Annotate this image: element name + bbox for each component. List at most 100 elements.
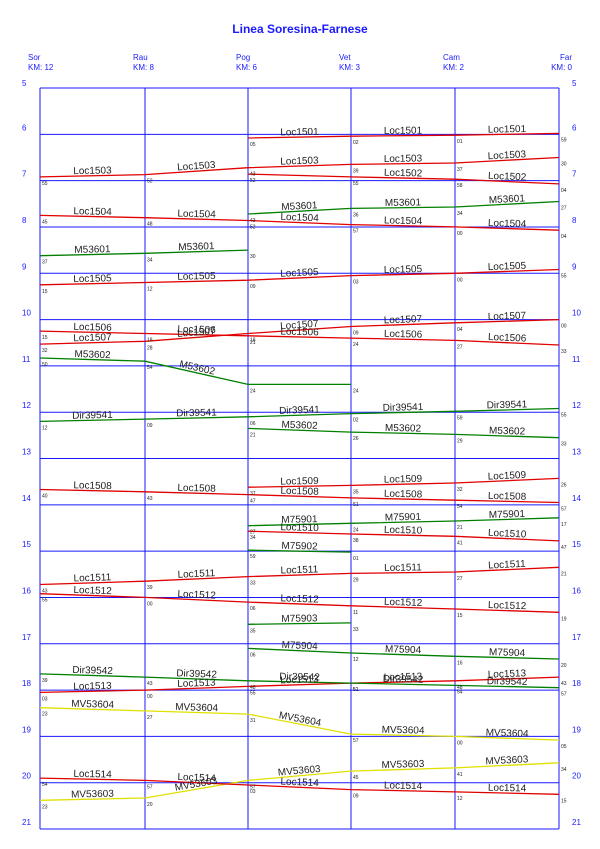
train-label: Loc1513 — [384, 672, 423, 684]
minute-mark: 32 — [457, 487, 463, 493]
train-line-loc1505 — [39, 268, 560, 286]
minute-mark: 00 — [147, 601, 153, 607]
minute-mark: 09 — [147, 423, 153, 429]
train-label: Loc1505 — [488, 261, 527, 273]
train-label: Loc1502 — [488, 171, 527, 184]
minute-mark: 35 — [250, 628, 256, 634]
train-label: Loc1514 — [384, 780, 423, 792]
minute-mark: 29 — [457, 438, 463, 444]
train-label: M53601 — [385, 197, 422, 208]
minute-mark: 21 — [561, 571, 567, 577]
train-label: MV53603 — [381, 759, 425, 771]
minute-mark: 34 — [561, 767, 567, 773]
train-label: MV53604 — [382, 725, 425, 737]
hour-label-right: 17 — [572, 633, 581, 642]
train-line-m75903 — [247, 622, 352, 625]
minute-mark: 37 — [42, 260, 48, 266]
train-label: Loc1505 — [177, 271, 216, 283]
train-label: M53601 — [281, 200, 318, 213]
minute-mark: 27 — [561, 205, 567, 211]
train-label: Loc1511 — [280, 564, 318, 576]
minute-mark: 15 — [561, 798, 567, 804]
train-label: M53601 — [489, 193, 526, 206]
train-label: Loc1506 — [73, 322, 112, 334]
series-layer — [39, 132, 560, 801]
minute-mark: 23 — [42, 712, 48, 718]
minute-mark: 54 — [147, 365, 153, 371]
minute-mark: 54 — [457, 689, 463, 695]
train-label: Loc1504 — [384, 215, 423, 227]
train-label: Loc1510 — [280, 522, 319, 534]
minute-mark: 54 — [42, 782, 48, 788]
station-km: KM: 2 — [443, 63, 464, 72]
train-label: Loc1507 — [384, 314, 423, 326]
hour-label-right: 7 — [572, 170, 577, 179]
minute-mark: 06 — [250, 606, 256, 612]
hour-label-right: 10 — [572, 309, 581, 318]
minute-mark: 00 — [457, 231, 463, 237]
minute-mark: 06 — [250, 652, 256, 658]
train-label: Loc1505 — [280, 267, 319, 280]
train-label: Loc1504 — [73, 206, 112, 218]
train-label: Loc1506 — [280, 326, 319, 338]
minute-mark: 02 — [353, 140, 359, 146]
train-label: Loc1501 — [280, 127, 319, 139]
minute-mark: 33 — [561, 442, 567, 448]
minute-mark: 37 — [457, 167, 463, 173]
train-line-m53601 — [247, 200, 560, 215]
hour-label-left: 20 — [22, 772, 31, 781]
minute-mark: 57 — [250, 784, 256, 790]
train-label: Dir39542 — [383, 674, 424, 686]
hour-label-right: 11 — [572, 355, 581, 364]
minute-mark: 43 — [250, 172, 256, 178]
minute-mark: 48 — [457, 685, 463, 691]
station-name: Pog — [236, 53, 250, 62]
train-label: M75902 — [281, 541, 318, 553]
minute-mark: 12 — [42, 425, 48, 431]
minute-mark: 18 — [147, 337, 153, 343]
train-label: M53602 — [385, 423, 422, 435]
minute-mark: 15 — [42, 289, 48, 295]
train-line-loc1502 — [247, 173, 560, 185]
minute-mark: 27 — [250, 530, 256, 536]
train-label: Loc1503 — [177, 160, 216, 174]
minute-mark: 01 — [353, 556, 359, 562]
minute-mark: 06 — [250, 421, 256, 427]
hour-label-right: 20 — [572, 772, 581, 781]
train-label: Loc1513 — [488, 668, 527, 680]
minute-mark: 43 — [250, 218, 256, 224]
minute-mark: 04 — [561, 188, 567, 194]
station-name: Cam — [443, 53, 460, 62]
train-label: Loc1514 — [488, 783, 527, 795]
minute-mark: 04 — [457, 327, 463, 333]
minute-mark: 20 — [561, 663, 567, 669]
hour-label-left: 8 — [22, 216, 27, 225]
train-label: Loc1504 — [177, 209, 216, 221]
minute-mark: 55 — [353, 181, 359, 187]
train-label: Loc1505 — [384, 264, 423, 276]
minute-mark: 24 — [353, 388, 359, 394]
train-label: Loc1514 — [73, 769, 112, 781]
minute-mark: 29 — [353, 577, 359, 583]
train-label: Loc1501 — [384, 126, 423, 137]
train-label: Loc1506 — [384, 329, 423, 341]
train-line-loc1514 — [39, 777, 560, 795]
minute-mark: 00 — [457, 277, 463, 283]
minute-mark: 39 — [147, 585, 153, 591]
hour-label-right: 19 — [572, 725, 581, 734]
station-km: KM: 12 — [28, 63, 54, 72]
minute-mark: 43 — [561, 681, 567, 687]
minute-mark: 28 — [147, 345, 153, 351]
station-km: KM: 0 — [551, 63, 572, 72]
train-label: Loc1504 — [488, 218, 527, 230]
train-label: Loc1508 — [384, 489, 423, 501]
hour-label-right: 5 — [572, 79, 577, 88]
minute-mark: 05 — [561, 744, 567, 750]
hour-label-right: 15 — [572, 540, 581, 549]
train-label: M53601 — [178, 241, 215, 253]
minute-mark: 24 — [353, 527, 359, 533]
minute-mark: 43 — [147, 681, 153, 687]
train-label: M75904 — [281, 640, 318, 653]
train-label: Loc1511 — [73, 572, 111, 584]
hour-label-left: 10 — [22, 309, 31, 318]
